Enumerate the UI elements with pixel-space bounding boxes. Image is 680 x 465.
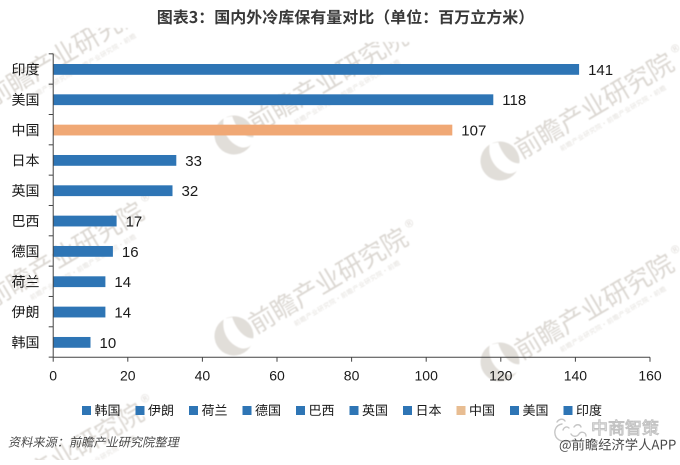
svg-text:120: 120	[489, 368, 513, 384]
svg-text:141: 141	[588, 62, 613, 79]
svg-text:17: 17	[126, 213, 143, 230]
svg-text:33: 33	[185, 153, 202, 170]
svg-text:14: 14	[114, 274, 131, 291]
svg-text:140: 140	[564, 368, 588, 384]
svg-text:0: 0	[49, 368, 57, 384]
svg-text:160: 160	[638, 368, 662, 384]
svg-text:10: 10	[100, 335, 117, 352]
svg-text:118: 118	[502, 92, 526, 109]
svg-text:107: 107	[461, 123, 486, 140]
svg-text:100: 100	[415, 368, 439, 384]
svg-text:60: 60	[269, 368, 285, 384]
svg-text:80: 80	[344, 368, 360, 384]
svg-text:32: 32	[182, 183, 199, 200]
svg-text:40: 40	[195, 368, 211, 384]
svg-text:14: 14	[114, 304, 131, 321]
svg-text:16: 16	[122, 244, 139, 261]
svg-text:20: 20	[120, 368, 136, 384]
